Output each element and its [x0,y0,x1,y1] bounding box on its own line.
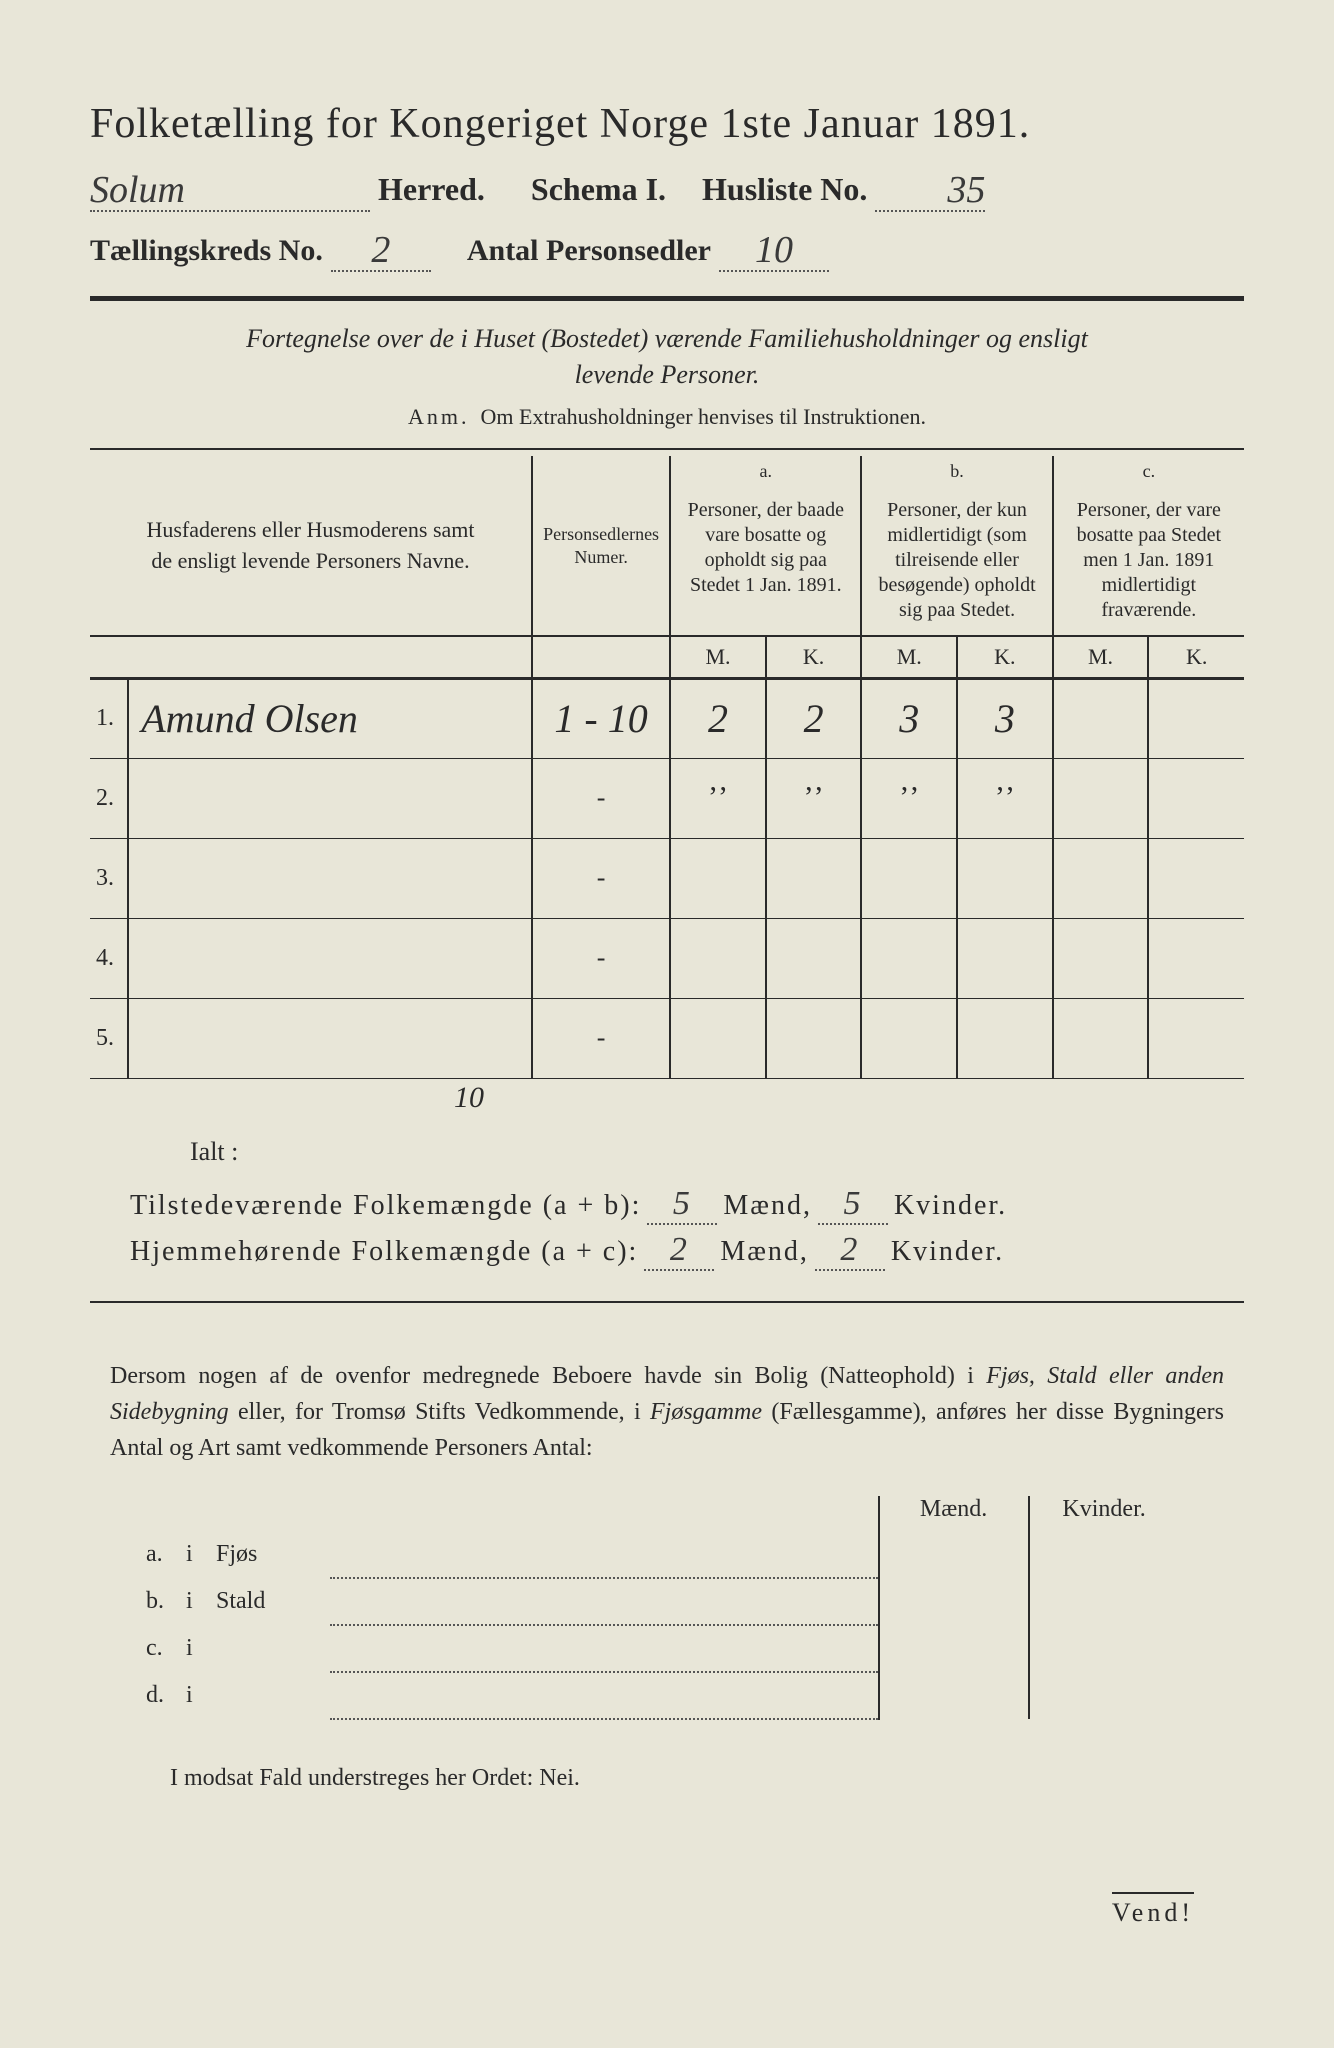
bolig-paragraph: Dersom nogen af de ovenfor medregnede Be… [110,1358,1224,1466]
table-row: 3.- [90,838,1244,918]
mk-b-k: K. [957,636,1053,678]
vend-label: Vend! [1112,1892,1194,1928]
table-row: 2.-ʼʼʼʼʼʼʼʼ [90,758,1244,838]
abcd-row: a.iFjøs [140,1531,1179,1578]
husliste-label: Husliste No. [702,171,867,208]
rule-thick-1 [90,296,1244,301]
abcd-row: c.i [140,1625,1179,1672]
total-hjemme: Hjemmehørende Folkemængde (a + c): 2 Mæn… [130,1231,1244,1271]
below-sum: 10 [90,1081,1244,1115]
herred-label: Herred. [378,171,485,208]
census-table: Husfaderens eller Husmoderens samt de en… [90,456,1244,1079]
intro-text: Fortegnelse over de i Huset (Bostedet) v… [90,321,1244,394]
mk-c-m: M. [1053,636,1149,678]
col-label-b: b. [861,456,1052,487]
mk-a-m: M. [670,636,766,678]
rule-below-totals [90,1301,1244,1303]
table-row: 5.- [90,998,1244,1078]
personsedler-label: Antal Personsedler [467,234,711,268]
husliste-value: 35 [947,169,985,211]
nei-line: I modsat Fald understreges her Ordet: Ne… [170,1765,1244,1792]
personsedler-value: 10 [755,229,793,271]
total-tilstede: Tilstedeværende Folkemængde (a + b): 5 M… [130,1185,1244,1225]
schema-label: Schema I. [531,171,666,208]
col-label-a: a. [670,456,861,487]
col-header-c: Personer, der vare bosatte paa Stedet me… [1053,486,1244,636]
mk-a-k: K. [766,636,862,678]
hjemme-k: 2 [840,1231,859,1268]
col-header-a: Personer, der baade vare bosatte og opho… [670,486,861,636]
hjemme-m: 2 [670,1231,689,1268]
col-header-names: Husfaderens eller Husmoderens samt de en… [90,456,532,637]
mk-c-k: K. [1148,636,1244,678]
tilstede-k: 5 [843,1185,862,1222]
ialt-label: Ialt : [190,1137,1244,1167]
col-header-b: Personer, der kun midlertidigt (som tilr… [861,486,1052,636]
abcd-row: d.i [140,1672,1179,1719]
abcd-table: Mænd. Kvinder. a.iFjøsb.iStaldc.id.i [140,1496,1179,1720]
rule-above-table [90,448,1244,450]
table-row: 1.Amund Olsen1 - 102233 [90,678,1244,758]
abcd-head-k: Kvinder. [1029,1496,1179,1531]
herred-value: Solum [90,169,185,211]
page-title: Folketælling for Kongeriget Norge 1ste J… [90,100,1244,148]
anm-text: Anm. Om Extrahusholdninger henvises til … [90,404,1244,430]
abcd-head-m: Mænd. [879,1496,1029,1531]
table-row: 4.- [90,918,1244,998]
col-label-c: c. [1053,456,1244,487]
header-line-1: Solum Herred. Schema I. Husliste No. 35 [90,166,1244,212]
header-line-2: Tællingskreds No. 2 Antal Personsedler 1… [90,226,1244,272]
mk-b-m: M. [861,636,957,678]
col-header-numer: Personsedlernes Numer. [532,456,670,637]
kreds-value: 2 [371,229,390,271]
kreds-label: Tællingskreds No. [90,234,323,268]
abcd-row: b.iStald [140,1578,1179,1625]
tilstede-m: 5 [673,1185,692,1222]
